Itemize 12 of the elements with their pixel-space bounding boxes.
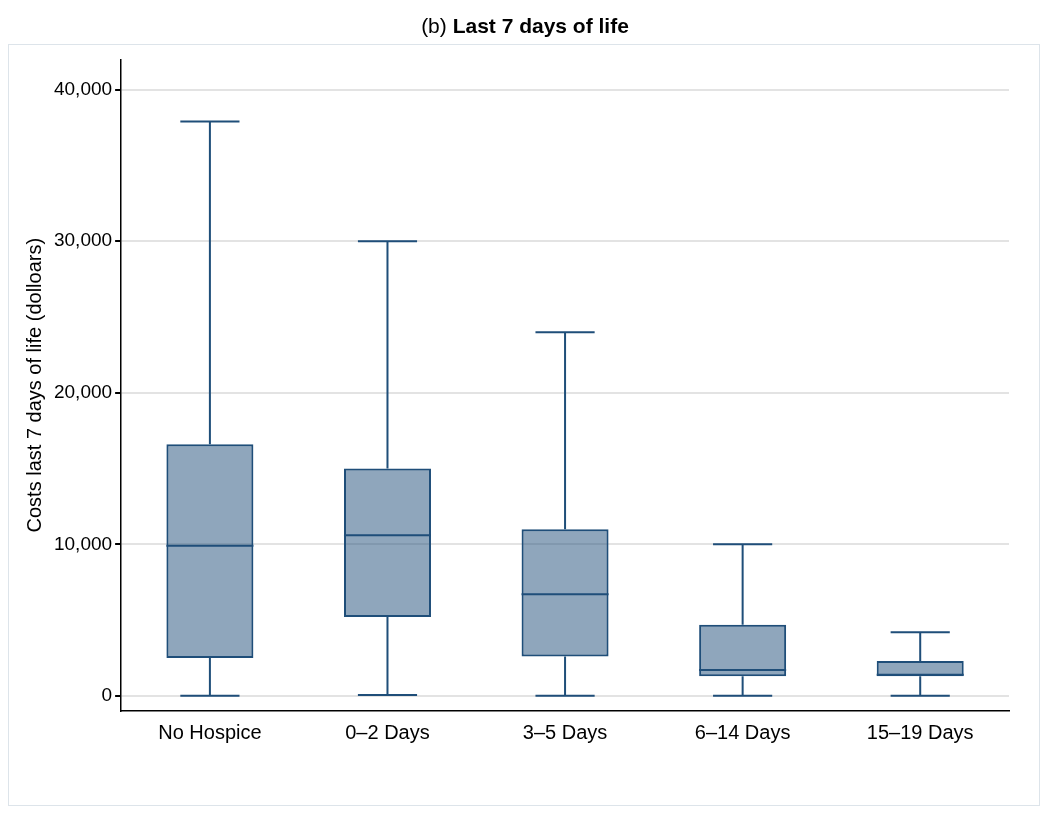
x-tick-label: 3–5 Days (522, 720, 608, 743)
y-tick-label: 30,000 (53, 229, 113, 251)
y-axis-title: Costs last 7 days of life (dolloars) (22, 237, 45, 533)
y-tick-label: 0 (101, 684, 113, 706)
x-tick-label: 0–2 Days (345, 720, 430, 743)
chart-title: (b) Last 7 days of life (421, 14, 629, 37)
y-tick-label: 40,000 (53, 77, 113, 99)
x-tick-label: 15–19 Days (866, 720, 974, 743)
y-tick-label: 20,000 (53, 381, 113, 403)
x-tick-label: No Hospice (158, 720, 262, 743)
x-tick-label: 6–14 Days (694, 720, 791, 743)
y-tick-label: 10,000 (53, 532, 113, 554)
